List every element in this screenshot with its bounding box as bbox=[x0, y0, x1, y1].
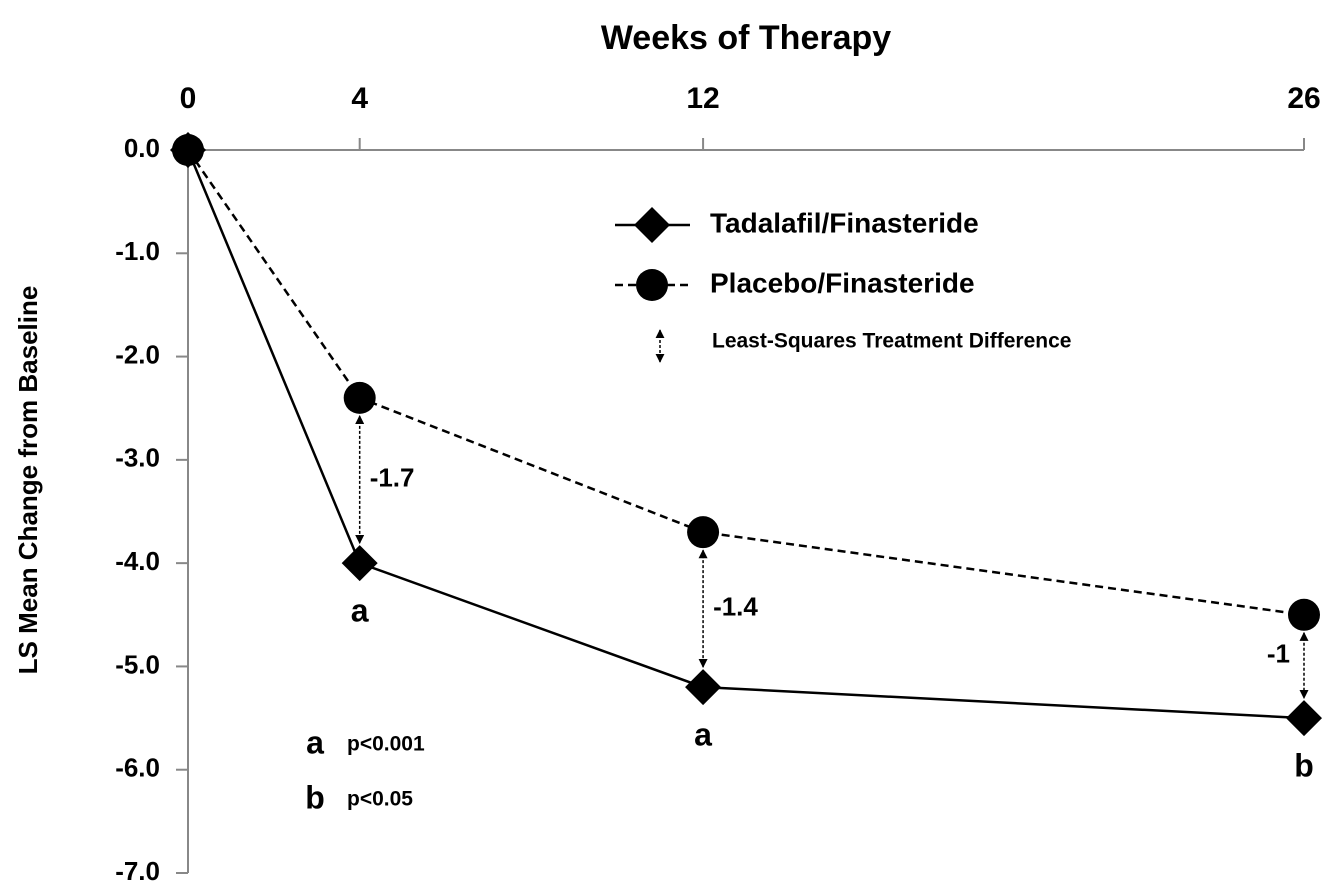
circle-marker bbox=[1288, 598, 1320, 631]
difference-label: -1.4 bbox=[713, 591, 758, 621]
diamond-marker bbox=[341, 545, 378, 582]
diamond-marker bbox=[685, 669, 722, 706]
legend-label: Tadalafil/Finasteride bbox=[710, 207, 979, 238]
x-tick-label: 0 bbox=[180, 82, 197, 115]
circle-marker bbox=[343, 381, 376, 414]
legend-label: Placebo/Finasteride bbox=[710, 267, 975, 298]
legend-marker bbox=[634, 207, 670, 243]
y-tick-label: -4.0 bbox=[115, 546, 160, 576]
significance-label: a bbox=[694, 717, 712, 753]
difference-label: -1 bbox=[1267, 638, 1290, 668]
x-tick-label: 12 bbox=[686, 82, 719, 115]
footnote-symbol: b bbox=[305, 779, 325, 815]
circle-marker bbox=[172, 134, 204, 166]
footnote-text: p<0.05 bbox=[347, 788, 413, 811]
footnote-text: p<0.001 bbox=[347, 733, 425, 756]
legend-label: Least-Squares Treatment Difference bbox=[712, 330, 1071, 353]
x-tick-label: 26 bbox=[1287, 82, 1320, 115]
y-tick-label: -7.0 bbox=[115, 856, 160, 886]
x-tick-label: 4 bbox=[351, 82, 368, 115]
significance-label: a bbox=[351, 593, 369, 629]
x-axis-title: Weeks of Therapy bbox=[601, 19, 891, 57]
difference-label: -1.7 bbox=[370, 462, 415, 492]
series-line bbox=[186, 149, 1305, 720]
series-line bbox=[186, 149, 1305, 617]
y-tick-label: -6.0 bbox=[115, 753, 160, 783]
y-tick-label: 0.0 bbox=[124, 133, 160, 163]
footnote-symbol: a bbox=[306, 724, 324, 760]
y-tick-label: -3.0 bbox=[115, 443, 160, 473]
y-tick-label: -1.0 bbox=[115, 236, 160, 266]
y-tick-label: -2.0 bbox=[115, 339, 160, 369]
y-axis-title: LS Mean Change from Baseline bbox=[13, 286, 43, 675]
circle-marker bbox=[687, 516, 720, 549]
y-tick-label: -5.0 bbox=[115, 649, 160, 679]
diamond-marker bbox=[1286, 700, 1322, 737]
significance-label: b bbox=[1294, 748, 1314, 784]
legend-marker bbox=[636, 269, 668, 301]
